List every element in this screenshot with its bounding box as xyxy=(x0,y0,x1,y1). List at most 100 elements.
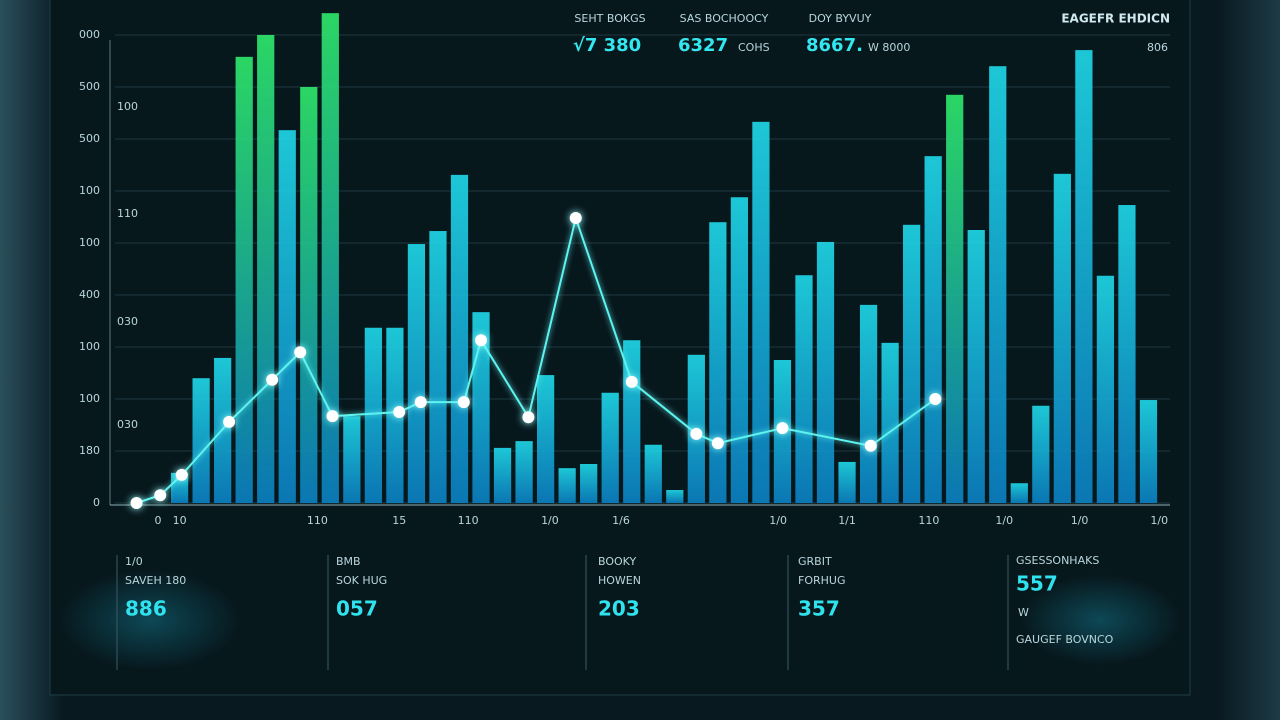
x-tick-label: 1/0 xyxy=(1150,514,1168,527)
trend-point xyxy=(223,415,236,428)
y-tick-label: 500 xyxy=(79,80,100,93)
bar xyxy=(192,378,210,503)
axis-notes: 100 110 030 030 xyxy=(117,100,138,431)
axis-note: 110 xyxy=(117,207,138,220)
bar xyxy=(816,241,835,503)
bar xyxy=(580,464,598,503)
bar xyxy=(429,231,447,504)
card-value: 203 xyxy=(598,597,640,621)
brand-sub: 806 xyxy=(1147,41,1168,54)
bar xyxy=(407,244,426,504)
trend-point xyxy=(522,411,535,424)
trend-point xyxy=(130,497,143,509)
x-tick-label: 110 xyxy=(918,514,939,527)
bar xyxy=(450,174,469,503)
bar xyxy=(601,392,619,503)
trend-point xyxy=(457,396,470,409)
x-tick-label: 1/6 xyxy=(612,514,630,527)
bar xyxy=(903,224,921,504)
trend-point xyxy=(266,373,279,386)
x-tick-label: 1/0 xyxy=(541,514,559,527)
trend-point xyxy=(690,427,703,440)
y-tick-label: 500 xyxy=(79,132,100,145)
card-subtitle: FORHUG xyxy=(798,574,845,587)
trend-point xyxy=(326,410,339,423)
x-tick-label: 110 xyxy=(307,514,328,527)
trend-point xyxy=(711,437,724,450)
y-tick-label: 400 xyxy=(79,288,100,301)
glow xyxy=(60,570,240,670)
card-title: 1/0 xyxy=(125,555,143,568)
y-tick-label: 100 xyxy=(79,184,100,197)
bar xyxy=(1053,173,1071,503)
card-title: BMB xyxy=(336,555,361,568)
bar xyxy=(364,327,382,503)
card-value: 057 xyxy=(336,597,378,621)
header: SEHT BOKGS √7 380 SAS BOCHOOCY 6327 COHS… xyxy=(573,12,1170,57)
bar xyxy=(1118,205,1136,504)
y-tick-label: 100 xyxy=(79,392,100,405)
bar xyxy=(537,375,555,503)
bar xyxy=(730,197,748,504)
x-tick-label: 1/0 xyxy=(769,514,787,527)
axis-note: 030 xyxy=(117,418,138,431)
x-tick-label: 0 xyxy=(155,514,162,527)
card-subtitle: HOWEN xyxy=(598,574,641,587)
axis-note: 030 xyxy=(117,315,138,328)
card-value: 557 xyxy=(1016,572,1058,596)
bar xyxy=(472,312,490,503)
bar xyxy=(859,304,878,503)
stat-label: DOY BYVUY xyxy=(809,12,872,25)
y-tick-label: 100 xyxy=(79,340,100,353)
bar xyxy=(924,156,942,503)
x-tick-label: 1/0 xyxy=(1071,514,1089,527)
bar xyxy=(709,222,727,503)
stat-label: SAS BOCHOOCY xyxy=(680,12,769,25)
glow xyxy=(1020,575,1180,665)
stat-unit: W 8000 xyxy=(868,41,910,54)
card-subtitle: SAVEH 180 xyxy=(125,574,186,587)
x-tick-label: 10 xyxy=(173,514,187,527)
stat-label: SEHT BOKGS xyxy=(574,12,645,25)
stat-unit: COHS xyxy=(738,41,770,54)
card-title: BOOKY xyxy=(598,555,636,568)
x-tick-label: 15 xyxy=(392,514,406,527)
card-footer: GAUGEF BOVNCO xyxy=(1016,633,1114,646)
bar xyxy=(278,130,296,503)
cards: 1/0 SAVEH 180 886 BMB SOK HUG 057 BOOKY … xyxy=(116,554,1114,670)
trend-point xyxy=(929,393,942,405)
trend-point xyxy=(154,489,167,502)
x-tick-label: 1/0 xyxy=(995,514,1013,527)
trend-point xyxy=(864,439,877,452)
bar xyxy=(989,66,1007,503)
bar xyxy=(515,441,533,503)
trend-point xyxy=(294,346,307,359)
bar xyxy=(257,35,275,503)
bar xyxy=(1075,50,1093,503)
y-tick-label: 180 xyxy=(79,444,100,457)
bar xyxy=(644,444,662,503)
bar xyxy=(1139,400,1158,503)
stat-value: 8667. xyxy=(806,35,863,56)
bar xyxy=(235,56,253,504)
y-tick-label: 000 xyxy=(79,28,100,41)
bar xyxy=(343,416,361,503)
bar xyxy=(795,275,813,503)
card-title: GSESSONHAKS xyxy=(1016,554,1099,567)
axis-note: 100 xyxy=(117,100,138,113)
trend-point xyxy=(414,396,427,409)
card-title: GRBIT xyxy=(798,555,832,568)
trend-point xyxy=(175,468,188,481)
y-tick-label: 100 xyxy=(79,236,100,249)
trend-point xyxy=(625,375,638,388)
trend-point xyxy=(776,422,789,435)
y-tick-label: 0 xyxy=(93,496,100,509)
trend-point xyxy=(393,406,406,418)
card-value: 357 xyxy=(798,597,840,621)
bar xyxy=(946,94,964,504)
bar xyxy=(752,121,770,503)
bar xyxy=(1032,405,1050,503)
stat-value: 6327 xyxy=(678,35,728,56)
card-subtitle: W xyxy=(1018,606,1029,619)
